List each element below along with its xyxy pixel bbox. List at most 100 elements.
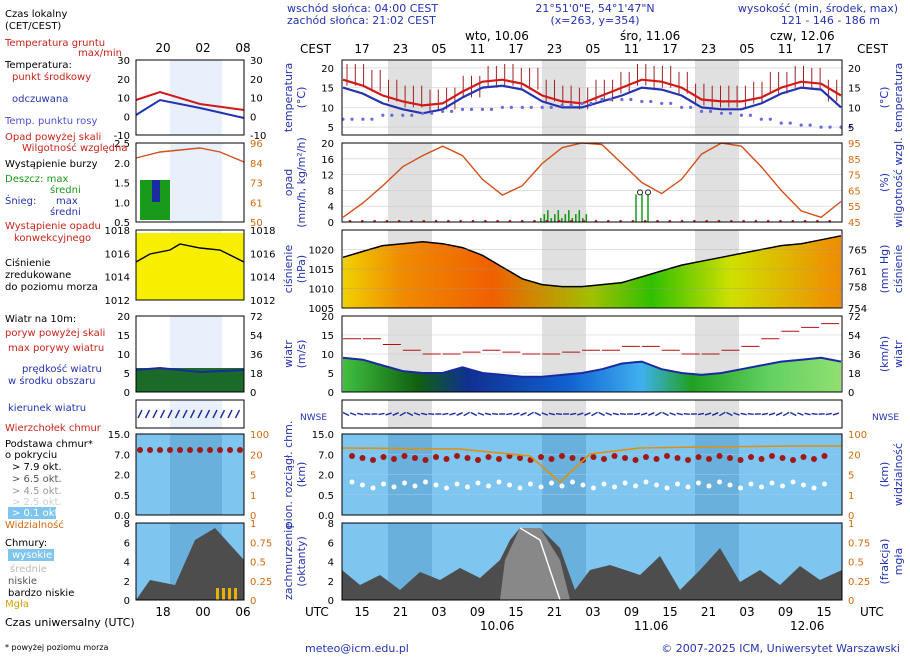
legend-vlow: bardzo niskie [8, 588, 74, 599]
cloud-top-mark [370, 457, 376, 463]
legend-cloud-top-mark [137, 447, 143, 453]
cest-label-left: CEST [300, 42, 332, 56]
dew-point-mark [450, 110, 453, 113]
top-hour-tick: 11 [470, 42, 485, 56]
wind-arrow [428, 414, 434, 415]
cloud-top-mark [675, 455, 681, 461]
dew-point-mark [689, 106, 692, 109]
bottom-hour-tick: 21 [701, 605, 716, 619]
rain-bar [568, 210, 570, 222]
top-day-label: śro, 11.06 [620, 29, 680, 43]
legend-snow-bars [152, 180, 160, 202]
dew-point-mark [461, 108, 464, 111]
press-tick-left: 1015 [309, 265, 334, 276]
cloud-top-mark [717, 453, 723, 459]
axis-label-right: wilgotność wzgl. [892, 137, 905, 227]
hum-tick-right: 55 [848, 202, 861, 213]
dew-point-mark [361, 118, 364, 121]
main-panels [341, 60, 851, 600]
cloud-top-mark [381, 454, 387, 460]
cloud-base-mark [738, 486, 743, 491]
legend-bottom-hour: 00 [195, 605, 210, 619]
legend-tick-right: 100 [250, 430, 269, 441]
legend-felt: odczuwana [12, 94, 68, 105]
rain-bar [551, 218, 553, 222]
cloud-base-mark [770, 481, 775, 486]
cloud-base-mark [675, 482, 680, 487]
legend-clouds: Chmury: [5, 538, 47, 549]
legend-tick-right: 36 [250, 350, 263, 361]
legend-tick-right: 73 [250, 179, 263, 190]
legend-cloud-top-mark [147, 447, 153, 453]
cloud-base-mark [497, 480, 502, 485]
legend-high: wysokie [12, 550, 52, 561]
legend-okt79: > 7.9 okt. [12, 462, 62, 473]
dew-point-mark [769, 118, 772, 121]
legend-snow: Śnieg: [5, 194, 36, 207]
grid-text: (x=263, y=354) [550, 14, 639, 27]
legend-snow-max: max [56, 196, 78, 207]
bottom-hour-tick: 09 [470, 605, 485, 619]
legend-fog-bar [222, 588, 225, 600]
legend-tick-left: 2 [124, 577, 130, 588]
legend-tick-right: 30 [250, 56, 263, 67]
legend-tick-right: 96 [250, 139, 263, 150]
cloud-top-mark [360, 455, 366, 461]
legend-tick-left: 20 [117, 312, 130, 323]
wind-arrow [620, 414, 626, 415]
legend-wind-dir: kierunek wiatru [8, 403, 86, 414]
dew-point-mark [570, 104, 573, 107]
legend-tick-left: 20 [117, 75, 130, 86]
legend-fog: Mgła [5, 599, 29, 610]
cloud-top-mark [612, 453, 618, 459]
bottom-hour-tick: 15 [354, 605, 369, 619]
legend-tick-left: 15.0 [108, 430, 130, 441]
temp-tick-right: 10 [848, 103, 861, 114]
dew-point-mark [720, 112, 723, 115]
legend-time-local: Czas lokalny [5, 9, 68, 20]
axis-label-right: temperatura [892, 63, 905, 132]
legend-tick-right: 1012 [250, 296, 275, 307]
axis-unit-right: (km/h) [878, 336, 891, 372]
cloud-top-mark [706, 456, 712, 462]
cloud-top-mark [465, 455, 471, 461]
legend-gust-max: max porywy wiatru [8, 343, 104, 354]
legend-okt25: > 2.5 okt. [12, 497, 62, 508]
cloud-top-mark [444, 456, 450, 462]
rain-bar [544, 214, 546, 222]
axis-unit-right: (mm Hg) [878, 245, 891, 294]
top-hour-tick: 11 [624, 42, 639, 56]
cloud-base-mark [528, 482, 533, 487]
cloud-top-mark [549, 456, 555, 462]
legend-humidity: Wilgotność względna [22, 142, 127, 154]
dew-point-mark [760, 118, 763, 121]
dew-point-mark [390, 114, 393, 117]
cloud-top-mark [591, 454, 597, 460]
utc-label-right: UTC [860, 605, 884, 619]
precip-tick-left: 16 [321, 155, 334, 166]
dew-point-mark [350, 118, 353, 121]
wind-arrow [684, 414, 690, 415]
dew-point-mark [580, 102, 583, 105]
legend-tick-left: 1012 [105, 296, 130, 307]
wind-tick-left: 20 [321, 312, 334, 323]
legend-cloud-top-mark [157, 447, 163, 453]
precip-tick-left: 12 [321, 171, 334, 182]
legend-conv: Wystąpienie opadu [5, 221, 101, 232]
axis-label-left: pion. rozciągł. chm. [282, 421, 295, 529]
fog-tick-right: 0 [848, 596, 854, 607]
hum-tick-right: 65 [848, 186, 861, 197]
legend-wind-speed: prędkość wiatru [22, 363, 102, 375]
cover-tick-left: 6 [328, 538, 334, 549]
dew-point-mark [649, 100, 652, 103]
dew-point-mark [530, 106, 533, 109]
cloud-top-mark [349, 453, 355, 459]
fog-tick-right: 1 [848, 519, 854, 530]
vis-tick-right: 5 [848, 471, 854, 482]
rain-bar [561, 218, 563, 222]
legend-tick-right: 1018 [250, 226, 275, 237]
top-hour-tick: 05 [585, 42, 600, 56]
dew-point-mark [441, 110, 444, 113]
legend-utc: Czas uniwersalny (UTC) [5, 616, 135, 629]
legend-tick-left: 7.0 [114, 450, 130, 461]
